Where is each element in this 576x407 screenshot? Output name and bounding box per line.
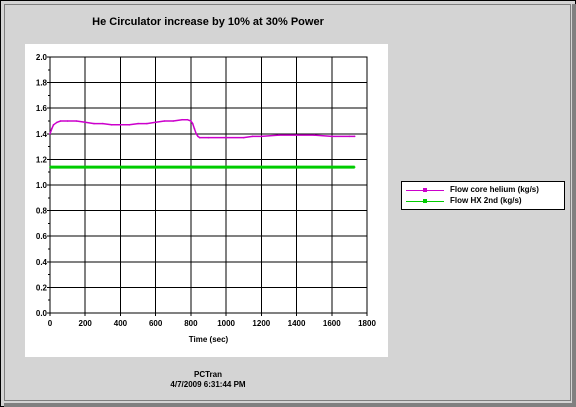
x-axis-label: Time (sec) <box>189 335 229 344</box>
tick-layer: 0 200 400 600 800 1000 1200 1400 1600 1800 0.0 0.2 0… <box>36 53 377 328</box>
data-point-flow-core-helium <box>110 124 113 126</box>
data-point-flow-core-helium <box>50 127 53 130</box>
data-point-flow-core-helium <box>186 118 189 121</box>
legend: Flow core helium (kg/s) Flow HX 2nd (kg/… <box>401 181 565 210</box>
chart-title: He Circulator increase by 10% at 30% Pow… <box>92 16 324 28</box>
y-tick-label: 0.4 <box>36 258 48 267</box>
footer: PCTran 4/7/2009 6:31:44 PM <box>0 370 416 390</box>
data-point-flow-hx-2nd <box>353 166 356 168</box>
data-point-flow-hx-2nd <box>49 166 51 168</box>
data-point-flow-core-helium <box>52 124 55 126</box>
y-tick-label: 0.0 <box>36 309 48 318</box>
footer-timestamp: 4/7/2009 6:31:44 PM <box>170 380 246 389</box>
data-point-flow-core-helium <box>59 120 62 122</box>
data-point-flow-hx-2nd <box>119 166 122 168</box>
x-tick-label: 1600 <box>323 319 341 328</box>
series-line-flow-core-helium <box>49 118 355 139</box>
data-point-flow-core-helium <box>207 136 210 139</box>
legend-item-flow-hx-2nd: Flow HX 2nd (kg/s) <box>402 195 564 207</box>
data-point-flow-core-helium <box>93 122 95 125</box>
data-point-flow-core-helium <box>56 121 58 124</box>
x-tick-label: 1200 <box>252 319 270 328</box>
data-point-flow-core-helium <box>195 133 197 135</box>
data-point-flow-core-helium <box>198 136 201 139</box>
y-tick-label: 1.8 <box>36 79 48 88</box>
x-tick-label: 400 <box>114 319 128 328</box>
window-shadow-bottom <box>4 403 576 407</box>
data-point-flow-core-helium <box>119 124 122 126</box>
data-point-flow-core-helium <box>75 120 78 122</box>
data-point-flow-hx-2nd <box>190 166 192 168</box>
y-tick-label: 0.6 <box>36 232 48 241</box>
data-point-flow-hx-2nd <box>295 166 298 168</box>
data-point-flow-core-helium <box>128 124 131 126</box>
data-point-flow-core-helium <box>163 120 166 122</box>
data-point-flow-hx-2nd <box>225 166 227 168</box>
x-tick-label: 600 <box>149 319 163 328</box>
data-point-flow-core-helium <box>84 121 87 124</box>
data-point-flow-hx-2nd <box>260 166 263 168</box>
legend-marker-flow-core-helium <box>423 188 427 192</box>
data-point-flow-core-helium <box>330 135 333 138</box>
grid-layer <box>47 56 368 316</box>
data-point-flow-core-helium <box>260 135 263 138</box>
data-point-flow-core-helium <box>193 127 196 130</box>
data-point-flow-core-helium <box>197 135 199 138</box>
legend-label-flow-hx-2nd: Flow HX 2nd (kg/s) <box>450 196 522 205</box>
series-layer <box>49 118 356 169</box>
data-point-flow-core-helium <box>348 135 351 138</box>
data-point-flow-hx-2nd <box>84 166 87 168</box>
x-tick-label: 1000 <box>217 319 235 328</box>
y-tick-label: 1.6 <box>36 104 48 113</box>
data-point-flow-core-helium <box>146 122 148 125</box>
data-point-flow-core-helium <box>181 118 183 121</box>
data-point-flow-core-helium <box>172 120 175 122</box>
data-point-flow-core-helium <box>353 135 356 138</box>
legend-item-flow-core-helium: Flow core helium (kg/s) <box>402 184 564 196</box>
footer-app-name: PCTran <box>193 370 222 379</box>
legend-marker-flow-hx-2nd <box>423 199 427 203</box>
y-tick-label: 0.8 <box>36 207 48 216</box>
data-point-flow-core-helium <box>225 136 227 139</box>
data-point-flow-core-helium <box>137 122 139 125</box>
x-tick-label: 1800 <box>358 319 376 328</box>
data-point-flow-core-helium <box>190 120 192 122</box>
plot-frame <box>49 56 368 314</box>
x-tick-label: 1400 <box>288 319 306 328</box>
x-tick-label: 200 <box>79 319 93 328</box>
data-point-flow-core-helium <box>154 121 157 124</box>
y-tick-label: 1.2 <box>36 155 48 164</box>
data-point-flow-core-helium <box>66 120 69 122</box>
data-point-flow-core-helium <box>102 122 104 125</box>
x-tick-label: 0 <box>48 319 53 328</box>
data-point-flow-core-helium <box>251 135 254 138</box>
window-shadow-right <box>572 4 576 407</box>
data-point-flow-core-helium <box>191 122 194 125</box>
y-tick-label: 2.0 <box>36 53 48 62</box>
y-tick-label: 1.0 <box>36 181 48 190</box>
legend-label-flow-core-helium: Flow core helium (kg/s) <box>450 185 539 194</box>
data-point-flow-core-helium <box>313 134 315 136</box>
y-tick-label: 0.2 <box>36 283 48 292</box>
x-tick-label: 800 <box>184 319 198 328</box>
y-tick-label: 1.4 <box>36 130 48 139</box>
data-point-flow-hx-2nd <box>154 166 157 168</box>
data-point-flow-core-helium <box>242 136 245 139</box>
data-point-flow-core-helium <box>278 134 280 136</box>
data-point-flow-core-helium <box>49 133 51 135</box>
data-point-flow-core-helium <box>295 134 298 136</box>
data-point-flow-hx-2nd <box>330 166 333 168</box>
window-inner-border <box>4 4 571 401</box>
